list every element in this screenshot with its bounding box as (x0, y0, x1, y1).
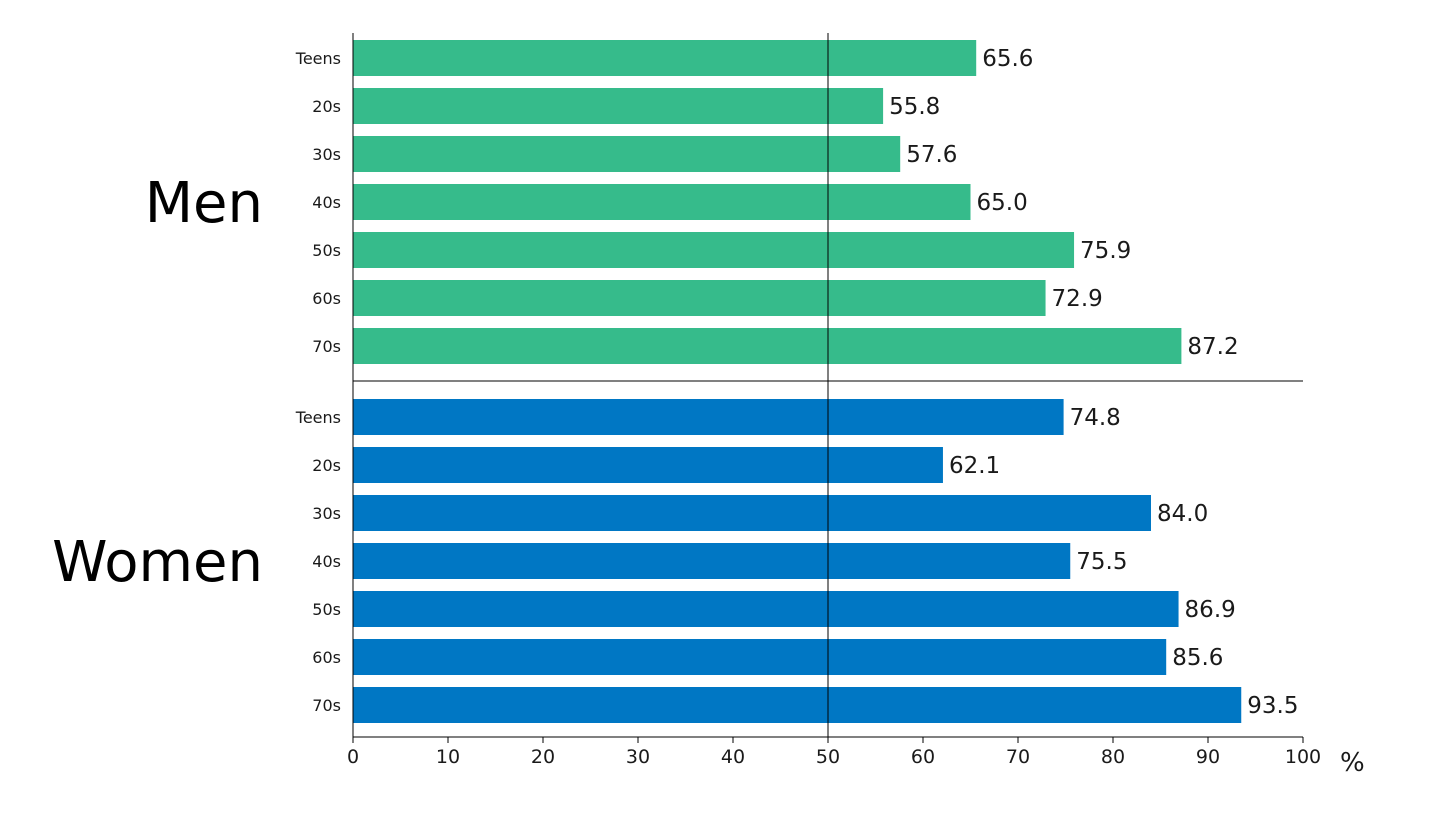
x-tick-label-90: 90 (1196, 746, 1220, 768)
bar-men-60s (353, 280, 1046, 316)
category-label-men-20s: 20s (312, 97, 341, 116)
category-label-men-60s: 60s (312, 289, 341, 308)
value-label-men-50s: 75.9 (1080, 238, 1131, 264)
bar-men-30s (353, 136, 901, 172)
bar-women-70s (353, 687, 1242, 723)
category-label-women-50s: 50s (312, 600, 341, 619)
category-label-men-40s: 40s (312, 193, 341, 212)
x-axis-unit-label: % (1340, 748, 1365, 778)
value-label-men-teens: 65.6 (982, 46, 1033, 72)
x-tick-label-50: 50 (816, 746, 840, 768)
bar-men-teens (353, 40, 977, 76)
axes-layer: 0 10 20 30 40 50 60 70 80 90 100 (347, 33, 1321, 768)
series-label-men: Men (145, 171, 263, 236)
bars-layer (353, 40, 1242, 723)
series-label-women: Women (52, 530, 263, 595)
bar-men-50s (353, 232, 1075, 268)
value-label-women-30s: 84.0 (1157, 501, 1208, 527)
x-tick-label-80: 80 (1101, 746, 1125, 768)
x-tick-label-70: 70 (1006, 746, 1030, 768)
category-label-women-70s: 70s (312, 696, 341, 715)
x-tick-label-40: 40 (721, 746, 745, 768)
x-tick-label-60: 60 (911, 746, 935, 768)
value-label-women-50s: 86.9 (1185, 597, 1236, 623)
bar-women-40s (353, 543, 1071, 579)
category-label-men-50s: 50s (312, 241, 341, 260)
x-tick-label-10: 10 (436, 746, 460, 768)
value-label-men-30s: 57.6 (906, 142, 957, 168)
value-label-women-teens: 74.8 (1070, 405, 1121, 431)
value-label-women-20s: 62.1 (949, 453, 1000, 479)
category-label-women-60s: 60s (312, 648, 341, 667)
value-label-men-60s: 72.9 (1052, 286, 1103, 312)
x-tick-label-20: 20 (531, 746, 555, 768)
category-label-men-70s: 70s (312, 337, 341, 356)
bar-men-70s (353, 328, 1182, 364)
bar-women-30s (353, 495, 1151, 531)
x-tick-label-100: 100 (1285, 746, 1321, 768)
value-label-men-40s: 65.0 (977, 190, 1028, 216)
category-label-women-30s: 30s (312, 504, 341, 523)
labels-layer: 65.6 Teens 55.8 20s 57.6 30s 65.0 40s 75.9 50s 72.… (52, 46, 1298, 719)
bar-men-40s (353, 184, 971, 220)
x-tick-label-30: 30 (626, 746, 650, 768)
category-label-men-teens: Teens (295, 49, 341, 68)
bar-women-50s (353, 591, 1179, 627)
x-tick-label-0: 0 (347, 746, 359, 768)
bar-men-20s (353, 88, 884, 124)
value-label-women-40s: 75.5 (1076, 549, 1127, 575)
bar-women-60s (353, 639, 1167, 675)
category-label-women-teens: Teens (295, 408, 341, 427)
value-label-women-60s: 85.6 (1172, 645, 1223, 671)
category-label-women-20s: 20s (312, 456, 341, 475)
bar-women-20s (353, 447, 943, 483)
category-label-men-30s: 30s (312, 145, 341, 164)
value-label-men-20s: 55.8 (889, 94, 940, 120)
bar-women-teens (353, 399, 1064, 435)
value-label-women-70s: 93.5 (1247, 693, 1298, 719)
category-label-women-40s: 40s (312, 552, 341, 571)
value-label-men-70s: 87.2 (1187, 334, 1238, 360)
